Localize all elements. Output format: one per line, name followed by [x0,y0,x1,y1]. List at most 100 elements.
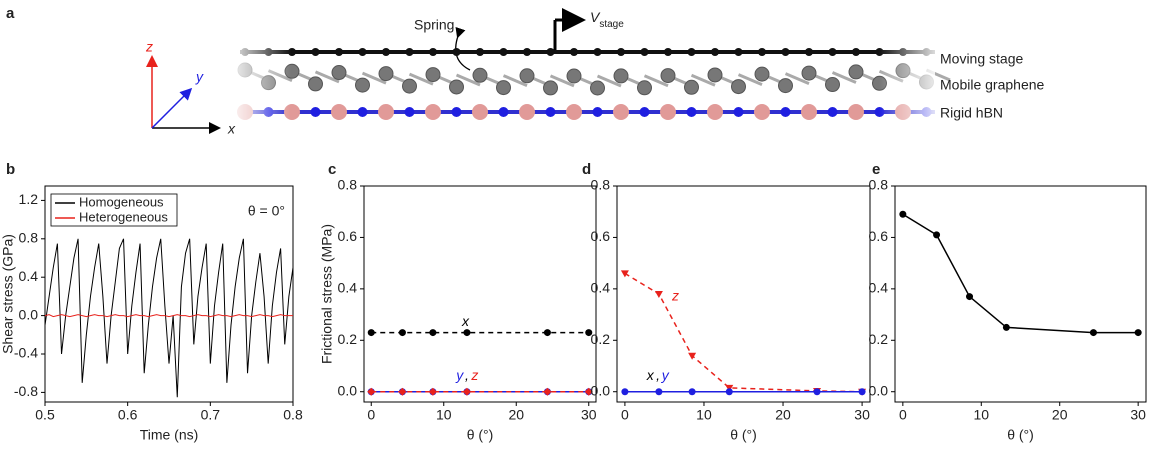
y-tick-label: 0.8 [591,177,611,193]
marker [428,387,437,396]
x-tick-label: 0.7 [201,407,221,423]
x-axis-label: θ (°) [467,427,494,443]
marker [966,293,974,301]
schematic: a x y z Spring Vstage Moving stage Mobil… [6,5,1045,137]
y-tick-label: 0.4 [19,268,39,284]
x-axis-label: Time (ns) [140,427,199,443]
marker [585,329,593,337]
y-tick-label: 0.6 [338,228,358,244]
panel-letter: b [6,161,15,178]
y-tick-label: 0.4 [869,280,889,296]
marker [688,388,696,396]
y-axis-label: Shear stress (GPa) [0,234,16,354]
series-line [44,314,293,318]
panel-letter: d [582,161,591,178]
marker [858,388,866,396]
annotation: y [455,367,464,383]
velocity-label: Vstage [590,9,624,30]
y-tick-label: 0.4 [338,280,358,296]
annotation: z [470,367,478,383]
marker [688,352,697,360]
y-tick-label: 0.4 [591,280,611,296]
annotation: x [461,313,470,329]
series-line [44,238,294,398]
x-tick-label: 0.8 [283,407,303,423]
marker [367,387,376,396]
axis-name: x [227,121,236,137]
marker [621,388,629,396]
marker [584,387,593,396]
y-tick-label: 0.8 [869,177,889,193]
annotation: , [656,367,660,383]
plot-frame [44,185,294,403]
marker [813,388,821,396]
marker [1002,323,1010,331]
annotation: z [671,287,679,303]
plot-frame [894,185,1147,403]
y-tick-label: 0.0 [869,382,889,398]
annotation: , [465,367,469,383]
x-tick-label: 10 [973,407,989,423]
y-tick-label: 0.0 [19,306,39,322]
annotation: y [661,367,670,383]
y-tick-label: 0.6 [591,228,611,244]
y-tick-label: 0.2 [338,331,358,347]
axis-name: z [145,39,153,55]
plot-frame [616,185,871,403]
fade [235,40,935,125]
y-axis-label: Frictional stress (MPa) [319,224,335,364]
legend-box [50,193,178,227]
series-line [902,213,1139,334]
layer-label: Moving stage [940,51,1023,67]
layer-label: Mobile graphene [940,77,1045,93]
marker [543,329,551,337]
marker [655,388,663,396]
velocity-subscript: stage [599,19,624,30]
velocity-symbol: V [590,9,601,25]
legend-label: Homogeneous [79,194,164,209]
axis-name: y [195,69,204,85]
x-tick-label: 0 [899,407,907,423]
marker [543,387,552,396]
y-tick-label: 0.2 [869,331,889,347]
y-tick-label: -0.4 [14,345,38,361]
x-tick-label: 20 [508,407,524,423]
legend-label: Heterogeneous [79,209,168,224]
x-tick-label: 30 [854,407,870,423]
y-tick-label: 0.6 [869,228,889,244]
y-axis-arrow [151,87,193,129]
marker [462,387,471,396]
y-tick-label: 0.2 [591,331,611,347]
x-tick-label: 0 [367,407,375,423]
x-tick-label: 10 [436,407,452,423]
annotation: θ = 0° [248,203,285,219]
x-tick-label: 30 [581,407,597,423]
marker [367,329,375,337]
marker [620,270,629,278]
x-tick-label: 0.5 [35,407,55,423]
marker [463,329,471,337]
x-tick-label: 0 [621,407,629,423]
marker [654,291,663,298]
panel-letter: e [872,161,880,178]
marker [429,329,437,337]
panel-letter: c [328,161,336,178]
marker [899,210,907,218]
panel-letter: a [6,5,15,22]
annotation: x [646,367,655,383]
marker [398,329,406,337]
marker [1089,329,1097,337]
marker [398,387,407,396]
y-tick-label: -0.8 [14,383,38,399]
y-tick-label: 0.8 [19,230,39,246]
x-tick-label: 20 [1052,407,1068,423]
x-tick-label: 30 [1130,407,1146,423]
y-tick-label: 0.8 [338,177,358,193]
x-tick-label: 10 [696,407,712,423]
marker [1134,329,1142,337]
y-tick-label: 0.0 [591,382,611,398]
y-tick-label: 1.2 [19,191,39,207]
plot-frame [363,185,597,403]
marker [725,388,733,396]
